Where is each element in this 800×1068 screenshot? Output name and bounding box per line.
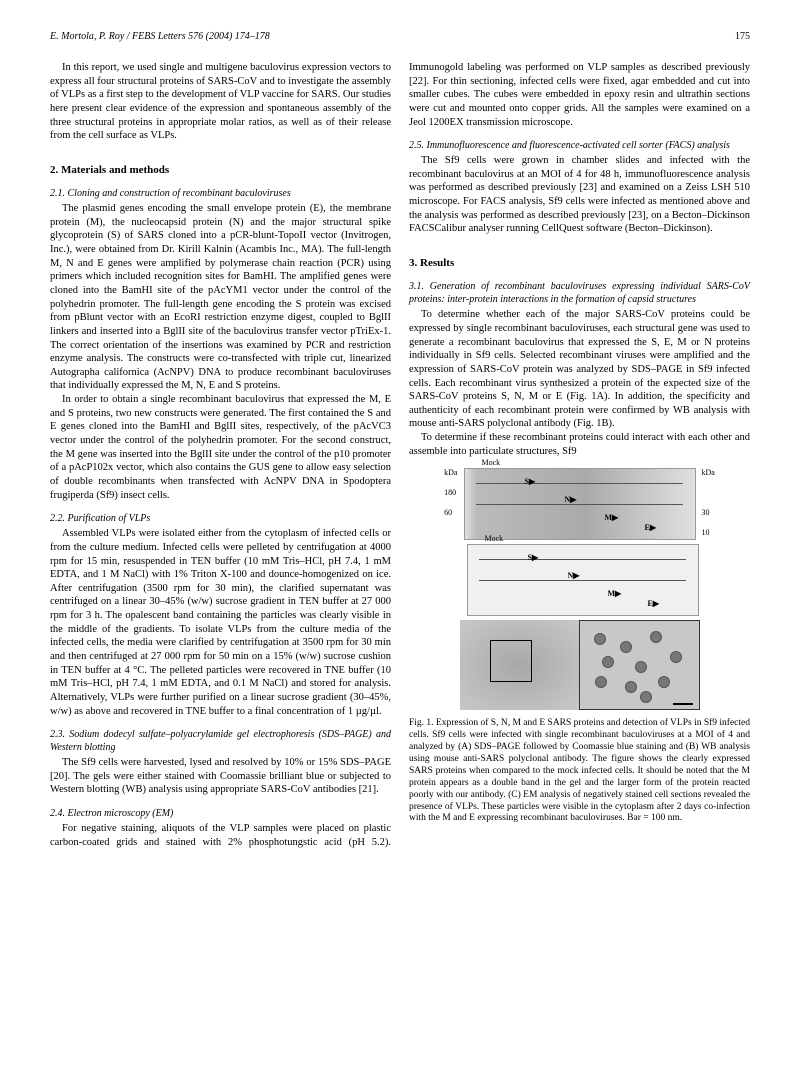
vlp-dot [602,656,614,668]
kda-10: 10 [702,528,715,538]
running-header: E. Mortola, P. Roy / FEBS Letters 576 (2… [50,30,750,43]
gel-a-image: S▶ N▶ M▶ E▶ [464,468,696,540]
s31-para-2: To determine if these recombinant protei… [409,431,750,458]
kda-180: 180 [444,488,457,498]
m-marker-b: M▶ [608,589,622,599]
n-marker-b: N▶ [568,571,580,581]
vlp-dot [595,676,607,688]
mock-label-b: Mock [485,534,504,544]
vlp-dot [594,633,606,645]
figure-1-panels: kDa 180 60 A Mock S▶ N▶ M▶ E▶ kD [409,468,750,710]
page-number: 175 [735,30,750,43]
s-marker-b: S▶ [528,553,539,563]
subsection-2-2-heading: 2.2. Purification of VLPs [50,512,391,525]
figure-1-caption: Fig. 1. Expression of S, N, M and E SARS… [409,718,750,825]
kda-60: 60 [444,508,457,518]
scale-bar [673,703,693,705]
s23-para-1: The Sf9 cells were harvested, lysed and … [50,756,391,797]
mock-label-a: Mock [482,458,501,468]
vlp-dot [620,641,632,653]
section-3-heading: 3. Results [409,256,750,270]
s22-para-1: Assembled VLPs were isolated either from… [50,527,391,718]
em-left-panel [460,620,579,710]
panel-a-kda-left: kDa 180 60 [444,468,457,538]
gel-b-image: S▶ N▶ M▶ E▶ [467,544,699,616]
n-marker: N▶ [565,495,577,505]
figure-1-panel-a: A Mock S▶ N▶ M▶ E▶ [464,468,696,540]
vlp-dot [658,676,670,688]
e-marker: E▶ [645,523,657,533]
vlp-dot [625,681,637,693]
figure-1-panel-a-row: kDa 180 60 A Mock S▶ N▶ M▶ E▶ kD [444,468,715,540]
subsection-2-5-heading: 2.5. Immunofluorescence and fluorescence… [409,139,750,152]
s21-para-2: In order to obtain a single recombinant … [50,393,391,502]
figure-1: kDa 180 60 A Mock S▶ N▶ M▶ E▶ kD [409,468,750,825]
two-column-body: In this report, we used single and multi… [50,61,750,849]
s25-para-1: The Sf9 cells were grown in chamber slid… [409,154,750,236]
subsection-2-4-heading: 2.4. Electron microscopy (EM) [50,807,391,820]
figure-1-panel-c: C [460,620,700,710]
kda-label-r: kDa [702,468,715,478]
em-zoom-box [490,640,532,682]
header-authors: E. Mortola, P. Roy / FEBS Letters 576 (2… [50,30,270,43]
kda-label: kDa [444,468,457,478]
s21-para-1: The plasmid genes encoding the small env… [50,202,391,393]
subsection-2-1-heading: 2.1. Cloning and construction of recombi… [50,187,391,200]
em-right-panel [579,620,700,710]
em-image [460,620,700,710]
kda-30: 30 [702,508,715,518]
subsection-2-3-heading: 2.3. Sodium dodecyl sulfate–polyacrylami… [50,728,391,754]
intro-paragraph: In this report, we used single and multi… [50,61,391,143]
subsection-3-1-heading: 3.1. Generation of recombinant baculovir… [409,280,750,306]
figure-1-panel-b: B Mock S▶ N▶ M▶ E▶ [467,544,699,616]
panel-a-kda-right: kDa 30 10 [702,468,715,538]
m-marker: M▶ [605,513,619,523]
vlp-dot [650,631,662,643]
vlp-dot [635,661,647,673]
figure-1-panel-b-row: B Mock S▶ N▶ M▶ E▶ [461,544,699,616]
e-marker-b: E▶ [648,599,660,609]
s31-para-1: To determine whether each of the major S… [409,308,750,431]
vlp-dot [640,691,652,703]
section-2-heading: 2. Materials and methods [50,163,391,177]
s-marker: S▶ [525,477,536,487]
vlp-dot [670,651,682,663]
